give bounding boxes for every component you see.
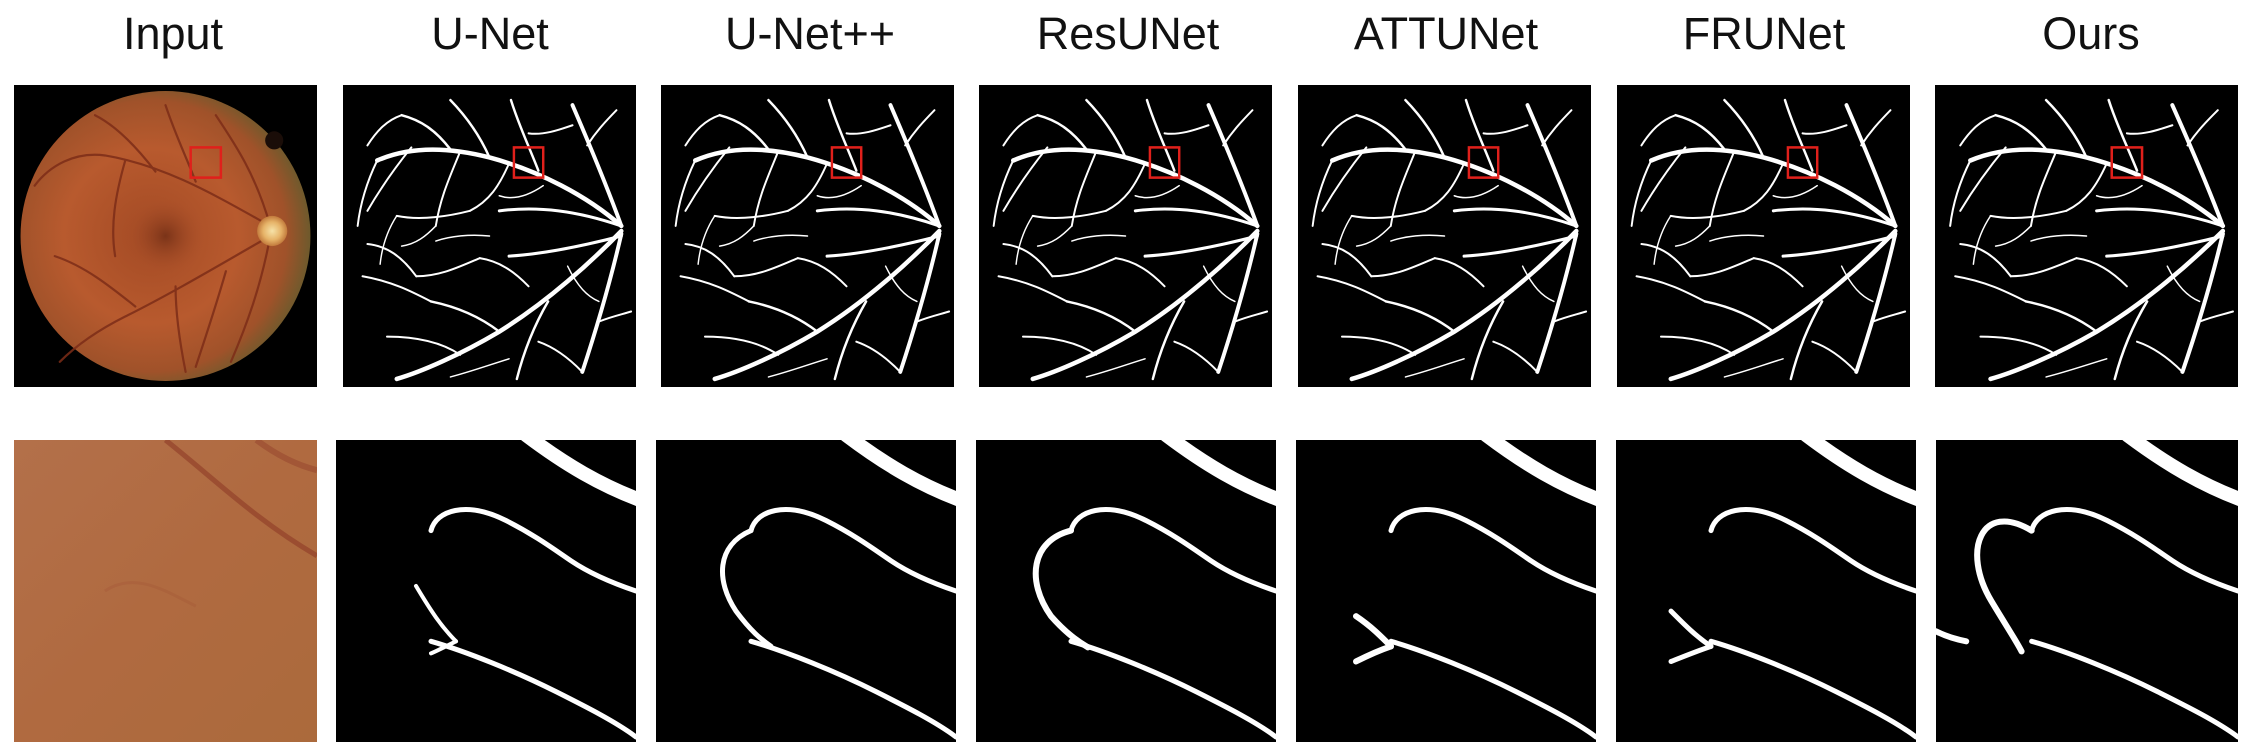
attunet-vessel-graphic [1298,85,1591,387]
unetpp-vessel-graphic [661,85,954,387]
ours-vessel-graphic [1935,85,2238,387]
input-fundus-graphic [14,85,317,387]
attunet-mask-full [1298,85,1591,387]
ours-mask-zoom [1936,440,2238,742]
unet-vessel-graphic [343,85,636,387]
unetpp-zoom-graphic [656,440,956,742]
frunet-mask-full [1617,85,1910,387]
ours-zoom-graphic [1936,440,2238,742]
frunet-vessel-graphic [1617,85,1910,387]
attunet-zoom-graphic [1296,440,1596,742]
resunet-mask-full [979,85,1272,387]
highlight-box [1467,146,1500,179]
attunet-mask-zoom [1296,440,1596,742]
input-fundus-image [14,85,317,387]
unetpp-mask-full [661,85,954,387]
column-title-attunet: ATTUNet [1353,8,1539,59]
column-title-frunet: FRUNet [1682,8,1846,59]
column-title-resunet: ResUNet [1036,8,1220,59]
column-title-input: Input [122,8,224,59]
unet-zoom-graphic [336,440,636,742]
resunet-vessel-graphic [979,85,1272,387]
highlight-box [1786,146,1819,179]
input-zoom-graphic [14,440,317,742]
highlight-box [512,146,545,179]
frunet-zoom-graphic [1616,440,1916,742]
highlight-box [189,146,223,179]
column-title-ours: Ours [2042,8,2140,59]
resunet-mask-zoom [976,440,1276,742]
unetpp-mask-zoom [656,440,956,742]
highlight-box [830,146,863,179]
frunet-mask-zoom [1616,440,1916,742]
column-title-unetpp: U-Net++ [724,8,896,59]
resunet-zoom-graphic [976,440,1276,742]
input-zoom-crop [14,440,317,742]
unet-mask-zoom [336,440,636,742]
unet-mask-full [343,85,636,387]
column-title-unet: U-Net [431,8,549,59]
ours-mask-full [1935,85,2238,387]
highlight-box [2110,146,2144,179]
highlight-box [1148,146,1181,179]
